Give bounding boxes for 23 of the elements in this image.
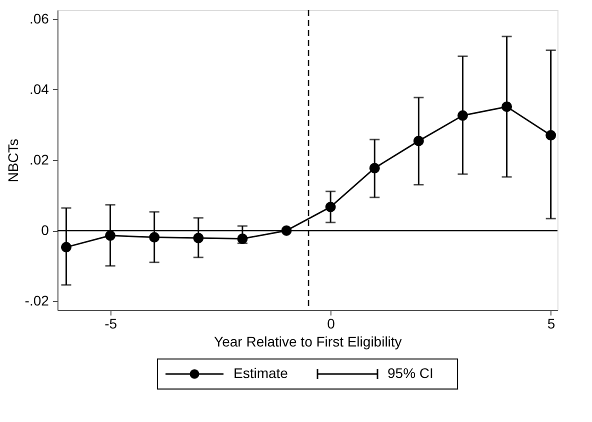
- point: [325, 202, 336, 212]
- point: [546, 130, 556, 141]
- point: [105, 230, 116, 241]
- x-tick-label: 5: [547, 316, 556, 332]
- y-tick-label: -.02: [24, 292, 50, 309]
- point: [237, 233, 248, 244]
- y-tick-label: .04: [29, 80, 50, 97]
- point: [149, 232, 160, 243]
- point: [502, 101, 512, 112]
- y-tick-label: .06: [29, 10, 50, 26]
- point: [369, 162, 380, 174]
- x-axis-title: Year Relative to First Eligibility: [214, 334, 402, 350]
- x-tick-label: 0: [327, 316, 336, 332]
- y-axis-title: NBCTs: [4, 138, 21, 182]
- point: [193, 232, 204, 244]
- legend-label: Estimate: [234, 365, 288, 381]
- y-tick-label: .02: [29, 152, 50, 168]
- point: [413, 136, 424, 146]
- x-tick-label: -5: [104, 316, 118, 332]
- y-tick-label: 0: [41, 222, 50, 238]
- point: [457, 110, 468, 121]
- text: 95% CI: [388, 365, 434, 381]
- point: [60, 242, 72, 252]
